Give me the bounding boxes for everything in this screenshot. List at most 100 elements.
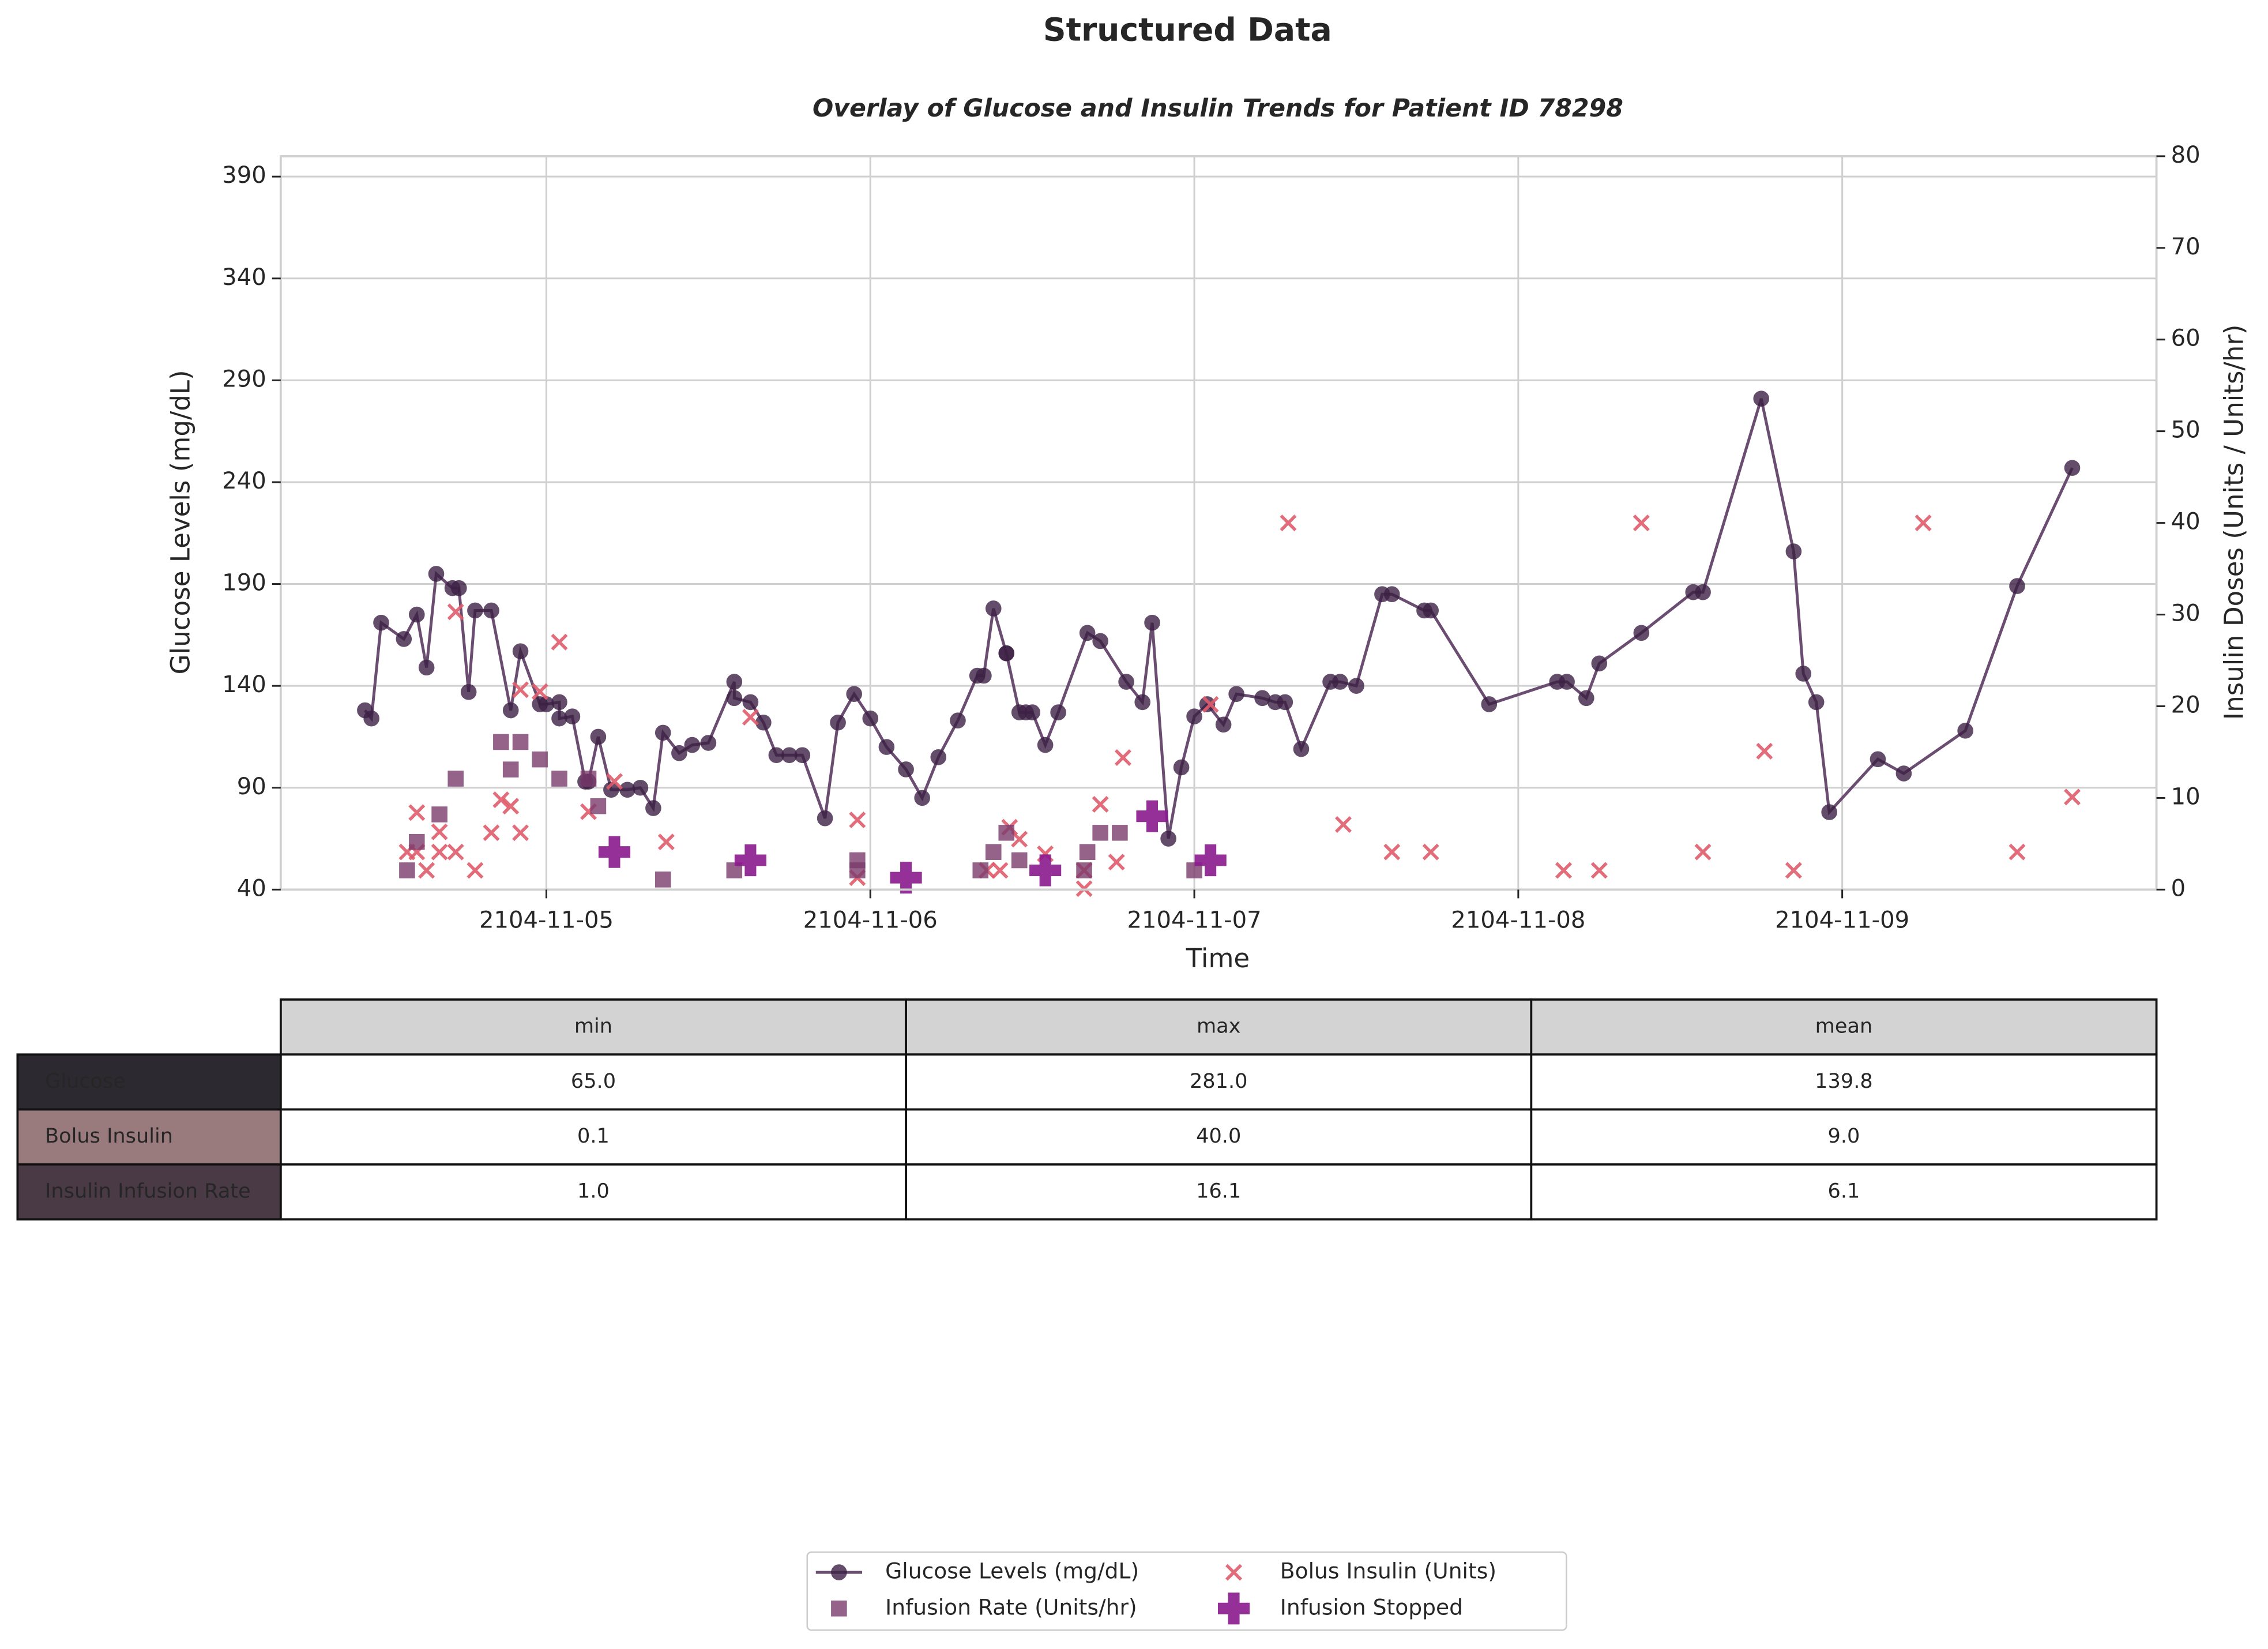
x-tick-label: 2104-11-05 xyxy=(479,907,614,934)
glucose-point xyxy=(1254,690,1270,707)
glucose-point xyxy=(684,737,701,753)
scatter-point xyxy=(447,603,464,621)
glucose-point xyxy=(363,710,379,727)
glucose-point xyxy=(418,659,435,676)
glucose-point xyxy=(930,749,947,765)
glucose-point xyxy=(2009,578,2025,594)
scatter-point xyxy=(1092,796,1109,813)
scatter-point xyxy=(998,825,1015,841)
glucose-point xyxy=(451,580,467,596)
glucose-point xyxy=(817,810,833,827)
scatter-point xyxy=(742,709,759,726)
y-tick-label: 390 xyxy=(222,162,266,189)
x-tick-label: 2104-11-07 xyxy=(1127,907,1262,934)
glucose-point xyxy=(512,643,529,659)
scatter-point xyxy=(2064,788,2081,806)
glucose-point xyxy=(1050,704,1066,720)
y2-tick-label: 20 xyxy=(2171,692,2201,718)
scatter-point xyxy=(1756,742,1773,760)
scatter-point xyxy=(431,823,448,840)
scatter-point xyxy=(418,862,435,879)
glucose-point xyxy=(726,690,743,707)
scatter-point xyxy=(431,806,447,822)
legend-box xyxy=(806,1551,1567,1631)
glucose-point xyxy=(830,714,846,731)
table-header-text: max xyxy=(1197,1015,1241,1038)
glucose-point xyxy=(564,708,581,724)
scatter-point xyxy=(408,804,426,821)
glucose-point xyxy=(846,686,862,703)
x-tick-label: 2104-11-08 xyxy=(1451,907,1585,934)
table-header-cell xyxy=(905,998,1533,1056)
scatter-point xyxy=(493,734,509,750)
glucose-point xyxy=(619,782,635,798)
y2-tick-label: 80 xyxy=(2171,142,2201,168)
y-tick-label: 340 xyxy=(222,264,266,291)
legend-marker xyxy=(1217,1592,1250,1625)
scatter-point xyxy=(734,844,767,877)
legend-label: Bolus Insulin (Units) xyxy=(1280,1558,1496,1584)
glucose-point xyxy=(878,739,895,755)
glucose-point xyxy=(1821,804,1837,820)
table-cell xyxy=(1530,1108,2158,1166)
glucose-point xyxy=(408,606,425,623)
scatter-point xyxy=(531,683,548,700)
scatter-point xyxy=(1555,862,1573,879)
glucose-point xyxy=(1383,586,1400,603)
scatter-point xyxy=(447,843,464,861)
legend: Glucose Levels (mg/dL) Bolus Insulin (Uni… xyxy=(806,1551,1567,1631)
table-cell-text: 40.0 xyxy=(1196,1124,1241,1148)
legend-label: Infusion Stopped xyxy=(1280,1594,1463,1620)
glucose-point xyxy=(396,631,412,647)
glucose-point xyxy=(1695,584,1711,600)
table-cell-text: 65.0 xyxy=(571,1069,616,1093)
scatter-point xyxy=(655,872,671,888)
table-header-cell xyxy=(279,998,907,1056)
scatter-point xyxy=(580,771,597,787)
glucose-point xyxy=(1578,690,1594,707)
glucose-point xyxy=(1118,674,1134,690)
glucose-point xyxy=(950,712,966,728)
table-header-text: mean xyxy=(1815,1015,1873,1038)
glucose-point xyxy=(700,735,717,751)
scatter-point xyxy=(532,751,548,768)
legend-label: Glucose Levels (mg/dL) xyxy=(885,1558,1139,1584)
glucose-point xyxy=(862,710,879,727)
glucose-point xyxy=(1144,614,1160,631)
glucose-point xyxy=(551,694,567,711)
table-cell xyxy=(279,1108,907,1166)
y2-tick-label: 10 xyxy=(2171,783,2201,810)
scatter-point xyxy=(512,824,529,842)
scatter-point xyxy=(1915,514,1932,532)
glucose-point xyxy=(755,714,772,731)
scatter-point xyxy=(512,734,529,750)
scatter-point xyxy=(2009,843,2026,861)
glucose-point xyxy=(632,779,649,796)
chart-title: Structured Data xyxy=(1043,12,1332,48)
table-row-label: Insulin Infusion Rate xyxy=(45,1180,251,1203)
glucose-point xyxy=(1228,686,1244,703)
glucose-point xyxy=(1037,737,1054,753)
glucose-point xyxy=(1895,765,1912,782)
table-cell xyxy=(1530,1053,2158,1111)
scatter-point xyxy=(605,773,623,790)
glucose-point xyxy=(1870,751,1886,768)
y-tick-label: 40 xyxy=(237,875,266,901)
scatter-point xyxy=(985,844,1002,860)
table-cell xyxy=(905,1053,1533,1111)
plot-marks xyxy=(357,390,2081,897)
glucose-point xyxy=(483,602,499,619)
scatter-point xyxy=(598,836,631,868)
table-cell xyxy=(905,1108,1533,1166)
glucose-point xyxy=(1079,625,1096,641)
glucose-point xyxy=(467,602,483,619)
glucose-point xyxy=(1092,633,1108,649)
glucose-point xyxy=(1186,708,1202,724)
y2-tick-label: 70 xyxy=(2171,234,2201,260)
x-axis-label: Time xyxy=(1186,943,1250,974)
glucose-point xyxy=(2064,460,2081,476)
scatter-point xyxy=(1590,862,1608,879)
scatter-point xyxy=(1422,843,1439,861)
scatter-point xyxy=(1112,825,1128,841)
